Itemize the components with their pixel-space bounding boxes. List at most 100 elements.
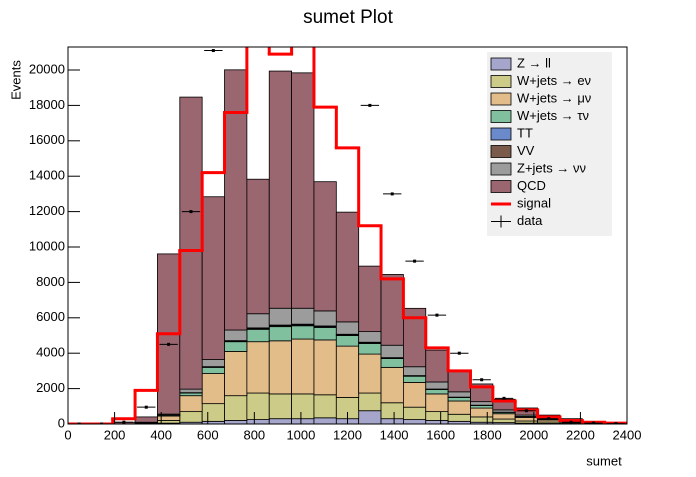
bar [269,71,291,308]
y-tick-label: 14000 [29,168,65,183]
legend-label: W+jets → μν [517,90,591,105]
y-tick-label: 2000 [36,380,65,395]
legend-label: VV [517,143,535,158]
bar [448,392,470,397]
bar [359,393,381,411]
bar [292,73,314,308]
data-point [525,409,528,412]
bar [202,404,224,422]
y-tick-label: 18000 [29,97,65,112]
bar [314,340,336,395]
bar [381,403,403,419]
x-tick-label: 200 [104,427,126,442]
x-tick-label: 1800 [473,427,502,442]
bar [359,354,381,393]
bar [448,397,470,401]
data-point [189,210,192,213]
bar [247,393,269,420]
bar [381,345,403,357]
y-tick-label: 8000 [36,274,65,289]
x-tick-label: 2200 [566,427,595,442]
legend-swatch [491,128,511,140]
bar [359,266,381,331]
chart-title: sumet Plot [303,7,393,28]
legend-swatch [491,111,511,123]
bar [403,367,425,376]
bar [314,311,336,326]
data-point [212,49,215,52]
x-tick-label: 1600 [426,427,455,442]
data-point [391,192,394,195]
data-point [480,378,483,381]
bar [403,376,425,382]
data-point [122,421,125,424]
bar [448,401,470,414]
bar [247,329,269,341]
bar [180,396,202,412]
bar [225,420,247,424]
bar [269,419,291,424]
bar [381,419,403,424]
data-point [413,260,416,263]
bar [269,308,291,325]
bar [381,274,403,345]
bar [448,414,470,421]
bar [180,412,202,423]
legend-swatch [491,58,511,70]
x-tick-label: 2400 [613,427,642,442]
bar [426,394,448,412]
y-tick-label: 16000 [29,132,65,147]
data-point [145,406,148,409]
legend-label: W+jets → τν [517,108,589,123]
bar [292,308,314,324]
bar [359,332,381,343]
bar [225,70,247,330]
bar [381,367,403,402]
legend-label: Z → ll [517,55,551,70]
bar [336,346,358,397]
legend-swatch [491,93,511,105]
x-tick-label: 0 [64,427,71,442]
bar [493,419,515,423]
bar [292,339,314,394]
bar [359,411,381,424]
bar [314,182,336,311]
bar [470,402,492,406]
y-tick-label: 4000 [36,345,65,360]
legend-label: QCD [517,178,546,193]
legend-swatch [491,163,511,175]
bar [180,389,202,393]
x-tick-label: 800 [243,427,265,442]
bar [225,396,247,421]
bar [247,420,269,424]
x-axis-label: sumet [586,453,622,468]
x-tick-label: 400 [150,427,172,442]
x-tick-label: 2000 [519,427,548,442]
bar [403,407,425,419]
legend-swatch [491,76,511,88]
bar [493,414,515,419]
bar [180,97,202,389]
bar [247,314,269,328]
bar [269,341,291,394]
y-tick-label: 6000 [36,309,65,324]
bar [202,374,224,404]
data-point [570,421,573,424]
bar [314,395,336,418]
bar [403,382,425,407]
legend-label: Z+jets → νν [517,160,586,175]
bar [247,342,269,393]
x-tick-label: 1000 [286,427,315,442]
legend-label: signal [517,195,551,210]
y-axis-label: Events [8,60,23,100]
y-tick-label: 10000 [29,238,65,253]
bar [336,322,358,334]
legend-swatch [491,181,511,193]
legend-label: data [517,213,543,228]
data-point [167,343,170,346]
y-tick-label: 20000 [29,61,65,76]
bar [292,394,314,419]
bar [336,212,358,322]
bar [426,412,448,421]
bar [448,371,470,392]
